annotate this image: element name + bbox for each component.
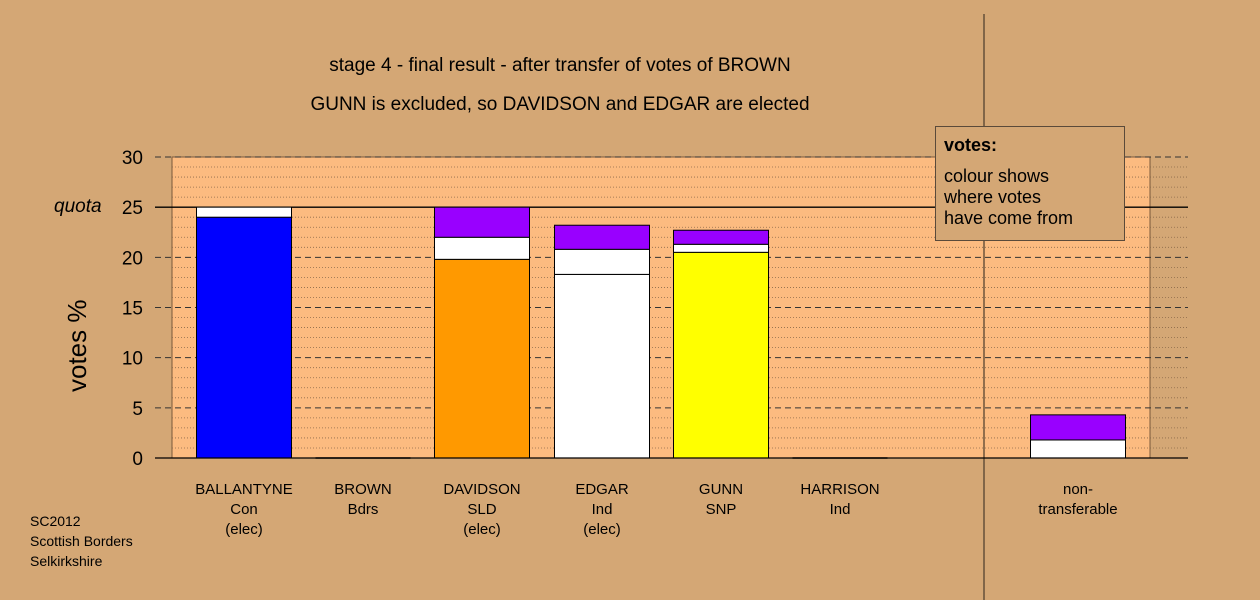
x-category-label-line: Ind [591, 501, 613, 518]
legend-line: have come from [944, 208, 1074, 228]
legend-line: where votes [944, 187, 1042, 207]
x-category-label-line: SLD [467, 501, 497, 518]
x-category-label-line: (elec) [583, 521, 621, 538]
x-category-label-line: Bdrs [347, 501, 379, 518]
bar-segment [434, 206, 530, 238]
bar-segment [673, 251, 769, 459]
x-category-label-line: BROWN [334, 481, 392, 498]
x-category-label-line: HARRISON [800, 481, 880, 498]
x-category-label-line: transferable [1038, 501, 1118, 518]
x-category-label: EDGAR Ind (elec) [542, 480, 662, 540]
x-category-label: non-transferable [1018, 480, 1138, 520]
x-category-label: GUNN SNP [661, 480, 781, 520]
bar-segment [196, 206, 292, 218]
chart-title-line2: GUNN is excluded, so DAVIDSON and EDGAR … [310, 94, 810, 115]
x-category-label-line: Ind [829, 501, 851, 518]
y-tick-label: 0 [132, 449, 143, 470]
legend-box: votes: colour shows where votes have com… [935, 126, 1125, 241]
legend-line: colour shows [944, 166, 1050, 186]
x-category-label-line: EDGAR [575, 481, 629, 498]
x-category-label: HARRISON Ind [780, 480, 900, 520]
bar-segment [434, 258, 530, 459]
x-category-label: BALLANTYNE Con (elec) [184, 480, 304, 540]
y-tick-label: 15 [122, 299, 143, 320]
source-line: SC2012 [30, 513, 81, 529]
bar-segment [554, 248, 650, 275]
y-tick-label: 20 [122, 248, 143, 269]
x-category-label: BROWN Bdrs [303, 480, 423, 520]
x-category-label-line: Con [230, 501, 258, 518]
bar-segment [554, 273, 650, 459]
quota-label: quota [54, 196, 102, 217]
x-category-label-line: (elec) [225, 521, 263, 538]
bar-segment [554, 224, 650, 250]
bar-segment [196, 216, 292, 459]
bar-segment [1030, 414, 1126, 441]
x-category-label: DAVIDSON SLD (elec) [422, 480, 542, 540]
y-tick-label: 10 [122, 349, 143, 370]
legend-heading: votes: [944, 135, 998, 155]
x-category-label-line: GUNN [698, 481, 744, 498]
y-tick-label: 5 [132, 399, 143, 420]
x-category-label-line: BALLANTYNE [195, 481, 293, 498]
x-category-label-line: non- [1062, 481, 1094, 498]
x-category-label-line: DAVIDSON [443, 481, 521, 498]
y-tick-label: 25 [122, 198, 143, 219]
bar-segment [1030, 439, 1126, 459]
source-line: Selkirkshire [30, 553, 103, 569]
source-note: SC2012 Scottish Borders Selkirkshire [30, 511, 133, 571]
x-category-label-line: SNP [705, 501, 737, 518]
y-tick-label: 30 [122, 148, 143, 169]
source-line: Scottish Borders [30, 533, 133, 549]
y-axis-label: votes % [62, 299, 92, 393]
bar-segment [673, 243, 769, 253]
chart-title-line1: stage 4 - final result - after transfer … [329, 55, 791, 76]
bar-segment [673, 229, 769, 245]
bar-segment [434, 236, 530, 260]
x-category-label-line: (elec) [463, 521, 501, 538]
